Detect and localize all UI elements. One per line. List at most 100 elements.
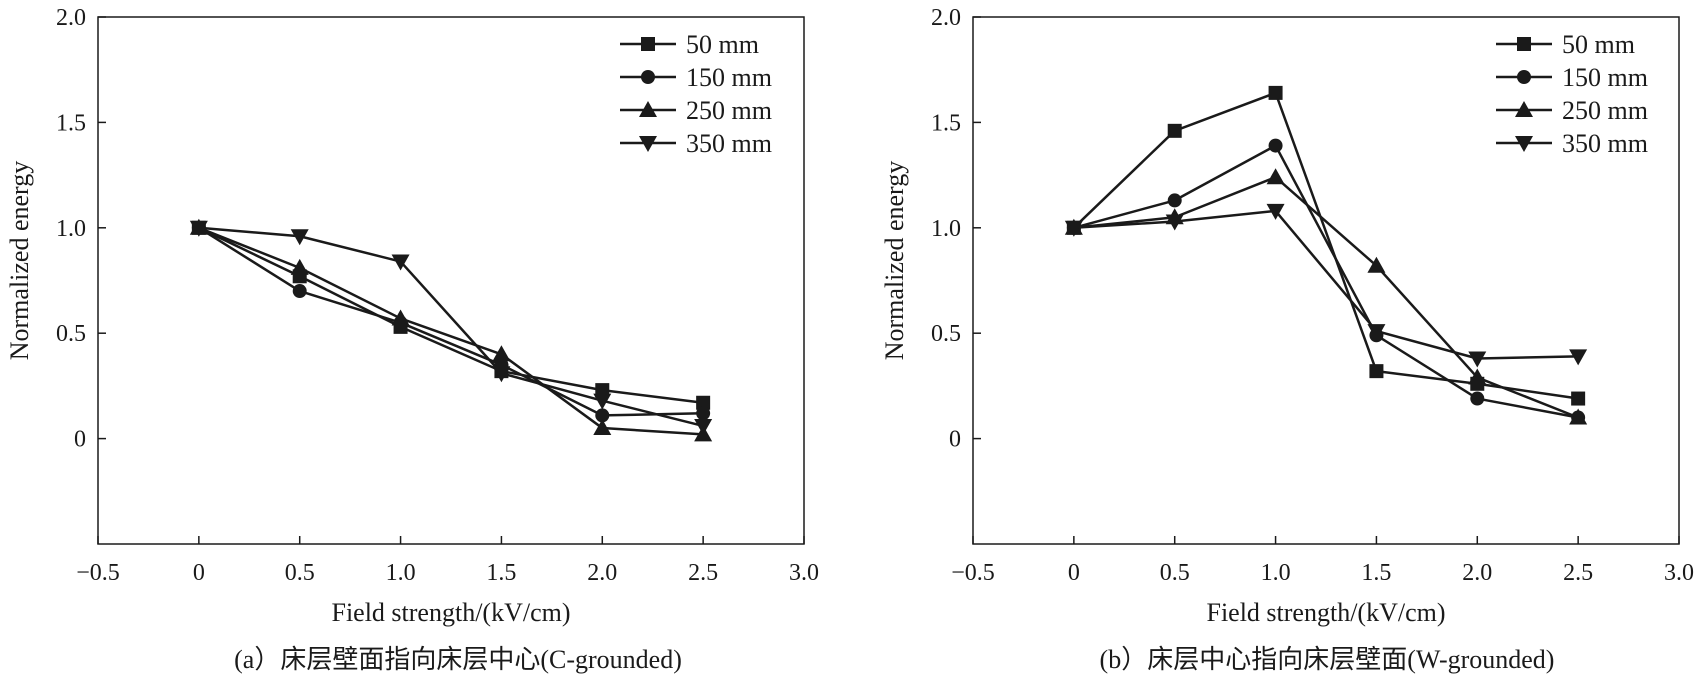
panel-a-x-tick-label: 2.0 — [587, 560, 617, 586]
panel-b-data-point — [1165, 214, 1184, 231]
panel-b-legend-label: 350 mm — [1562, 129, 1648, 158]
panel-a-y-tick-label: 0.5 — [56, 321, 86, 347]
panel-b-data-point — [1468, 368, 1487, 385]
panel-b-data-point — [1367, 324, 1386, 341]
panel-a-legend-label: 50 mm — [686, 30, 759, 59]
panel-a-data-point — [290, 258, 309, 275]
panel-a-data-point — [694, 418, 713, 435]
panel-a-x-tick-label: 1.0 — [386, 560, 416, 586]
panel-a-series-2 — [191, 220, 711, 423]
panel-b-data-point — [1468, 351, 1487, 368]
panel-b-legend-marker — [1517, 70, 1531, 84]
panel-b-plot-frame — [972, 16, 1680, 545]
panel-b-data-point — [1367, 256, 1386, 273]
panel-b-legend-label: 150 mm — [1562, 63, 1648, 92]
panel-a-data-point — [595, 383, 610, 398]
panel-a-data-point — [696, 395, 711, 410]
panel-b-caption: (b）床层中心指向床层壁面(W-grounded) — [1100, 645, 1555, 674]
panel-a-data-point — [189, 220, 208, 237]
panel-b-x-tick-label: 3.0 — [1664, 560, 1694, 586]
panel-b-data-point — [1266, 168, 1285, 185]
panel-a-series-line — [198, 226, 704, 417]
panel-b-series-line — [1073, 175, 1579, 419]
panel-b-data-point — [1268, 138, 1283, 153]
panel-b-y-axis-title: Normalized energy — [880, 161, 909, 361]
panel-b-legend-marker — [1517, 37, 1531, 51]
panel-a-data-point — [292, 284, 307, 299]
panel-b-y-tick-label: 1.5 — [931, 110, 961, 136]
panel-a-legend-label: 150 mm — [686, 63, 772, 92]
panel-a-data-point — [696, 406, 711, 421]
panel-a-data-point — [492, 345, 511, 362]
panel-b-data-point — [1470, 391, 1485, 406]
panel-a-caption: (a）床层壁面指向床层中心(C-grounded) — [234, 645, 682, 674]
panel-a-x-axis-title: Field strength/(kV/cm) — [331, 598, 570, 627]
panel-b-data-point — [1167, 193, 1182, 208]
panel-a-series-line — [198, 226, 704, 405]
panel-a: 0 0.5 1.0 1.5 2.0 −0.5 0 0.5 1.0 1.5 2.0 2.5 3.0 Fiel… — [5, 5, 819, 674]
panel-a-series-1 — [191, 220, 711, 410]
panel-a-y-tick-label: 0 — [74, 427, 86, 453]
panel-a-data-point — [290, 229, 309, 246]
panel-b-legend-label: 50 mm — [1562, 30, 1635, 59]
panel-b-x-axis-title: Field strength/(kV/cm) — [1206, 598, 1445, 627]
panel-b-data-point — [1571, 391, 1586, 406]
panel-b-series-line — [1072, 91, 1579, 400]
panel-a-x-tick-label: 0.5 — [285, 560, 315, 586]
panel-a-data-point — [492, 366, 511, 383]
panel-a-x-tick-label: 3.0 — [789, 560, 819, 586]
panel-b-y-tick-label: 0 — [949, 427, 961, 453]
panel-b-data-point — [1064, 220, 1083, 237]
panel-a-series-4 — [189, 220, 713, 435]
panel-a-legend-marker — [641, 37, 655, 51]
panel-b-data-point — [1369, 364, 1384, 379]
panel-b-data-point — [1268, 85, 1283, 100]
panel-b-series-3 — [1064, 168, 1588, 425]
panel-b-data-point — [1569, 408, 1588, 425]
panel-b-series-4 — [1064, 203, 1588, 368]
panel-b-legend-label: 250 mm — [1562, 96, 1648, 125]
panel-a-legend-marker — [641, 70, 655, 84]
panel-a-x-tick-label: 1.5 — [486, 560, 516, 586]
panel-b-x-tick-label: 0.5 — [1160, 560, 1190, 586]
panel-b: 0 0.5 1.0 1.5 2.0 −0.5 0 0.5 1.0 1.5 2.0 2.5 3.0 Fiel… — [880, 5, 1694, 674]
panel-a-x-tick-label: −0.5 — [76, 560, 120, 586]
panel-a-x-tick-label: 0 — [193, 560, 205, 586]
panel-b-data-point — [1266, 203, 1285, 220]
panel-a-legend-marker — [639, 136, 657, 152]
panel-a-series-line — [198, 226, 704, 428]
panel-b-data-point — [1167, 123, 1182, 138]
panel-a-plot-frame — [97, 16, 805, 545]
panel-b-legend-marker — [1515, 136, 1533, 152]
panel-b-legend: 50 mm 150 mm 250 mm 350 mm — [1496, 30, 1648, 158]
panel-b-series-line — [1073, 209, 1579, 360]
panel-a-series-line — [198, 226, 704, 436]
panel-b-series-2 — [1066, 138, 1586, 425]
panel-b-y-tick-label: 1.0 — [931, 216, 961, 242]
panel-a-data-point — [391, 254, 410, 271]
panel-b-x-tick-label: 2.0 — [1462, 560, 1492, 586]
panel-b-x-tick-label: 1.0 — [1261, 560, 1291, 586]
panel-a-x-tick-label: 2.5 — [688, 560, 718, 586]
panel-b-x-tick-label: 2.5 — [1563, 560, 1593, 586]
panel-b-data-point — [1569, 349, 1588, 366]
panel-a-data-point — [593, 419, 612, 436]
panel-a-y-tick-label: 2.0 — [56, 5, 86, 31]
panel-a-legend-label: 250 mm — [686, 96, 772, 125]
panel-b-y-tick-label: 2.0 — [931, 5, 961, 31]
panel-a-data-point — [595, 408, 610, 423]
panel-a-data-point — [391, 309, 410, 326]
panel-a-legend: 50 mm 150 mm 250 mm 350 mm — [620, 30, 772, 158]
panel-a-legend-marker — [639, 101, 657, 117]
panel-a-data-point — [593, 393, 612, 410]
panel-b-series-line — [1073, 144, 1579, 419]
panel-b-y-tick-label: 0.5 — [931, 321, 961, 347]
panel-a-y-tick-label: 1.0 — [56, 216, 86, 242]
panel-b-x-tick-label: −0.5 — [951, 560, 995, 586]
panel-b-x-tick-label: 0 — [1068, 560, 1080, 586]
panel-a-legend-label: 350 mm — [686, 129, 772, 158]
panel-b-legend-marker — [1515, 101, 1533, 117]
panel-b-x-tick-label: 1.5 — [1361, 560, 1391, 586]
